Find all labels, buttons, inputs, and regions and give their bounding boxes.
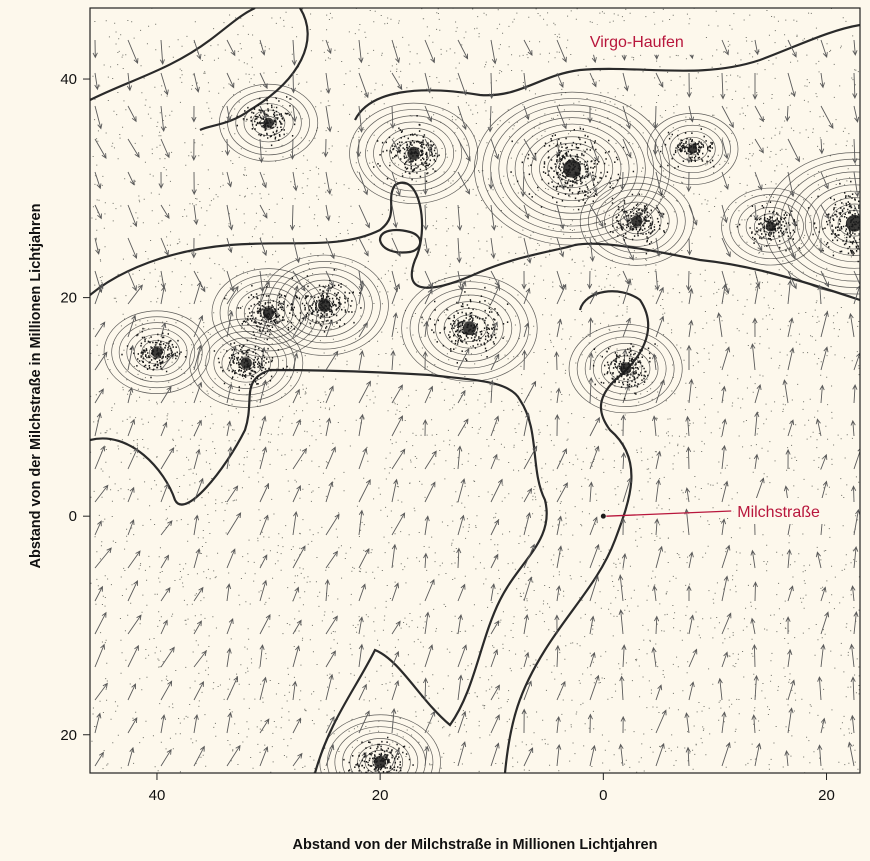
- galaxy-cluster-2: [373, 115, 440, 183]
- galaxy-cluster-5: [224, 284, 308, 341]
- milky-way-label: Milchstraße: [737, 504, 820, 521]
- y-tick-label: 20: [60, 290, 77, 307]
- x-tick-label: 0: [599, 787, 607, 804]
- galaxy-cluster-9: [236, 96, 296, 147]
- milky-way-pointer: [606, 510, 732, 517]
- plot-frame: [89, 7, 861, 774]
- galaxy-cluster-10: [604, 193, 669, 255]
- contour-major-0: [90, 181, 860, 302]
- milky-way-marker: [600, 513, 606, 519]
- galaxy-cluster-12: [659, 128, 715, 169]
- y-tick-label: 0: [69, 508, 77, 525]
- galaxy-cluster-7: [121, 327, 187, 379]
- background-dots: [90, 8, 860, 773]
- contour-major-5: [354, 23, 860, 121]
- x-tick-label: 20: [818, 787, 835, 804]
- galaxy-dots: [90, 8, 860, 773]
- cluster-contours-4: [259, 254, 389, 356]
- virgo-label-bg: [571, 24, 702, 55]
- contour-major-3: [90, 8, 256, 101]
- contour-major-2: [503, 290, 650, 773]
- cluster-contours-9: [219, 83, 319, 162]
- x-axis-title: Abstand von der Milchstraße in Millionen…: [293, 837, 658, 853]
- contour-major-6: [378, 229, 422, 254]
- y-axis-title: Abstand von der Milchstraße in Millionen…: [28, 204, 44, 569]
- galaxy-cluster-6: [213, 334, 288, 392]
- y-tick-label: 40: [60, 71, 77, 88]
- x-tick-label: 40: [149, 787, 166, 804]
- cluster-contours-7: [103, 310, 211, 395]
- galaxy-cluster-8: [592, 343, 656, 400]
- galaxy-cluster-11: [736, 201, 798, 252]
- galaxy-cluster-1: [798, 180, 860, 263]
- galaxy-cluster-3: [421, 286, 509, 364]
- galaxy-clusters: [121, 96, 860, 773]
- galaxy-cluster-0: [510, 127, 635, 211]
- y-tick-label: 20: [60, 727, 77, 744]
- virgo-cluster-label: Virgo-Haufen: [590, 34, 684, 51]
- axis-ticks: 40 20 0 20 40 20 0 20: [60, 71, 835, 804]
- galaxy-cluster-13: [343, 736, 414, 773]
- x-tick-label: 20: [372, 787, 389, 804]
- contour-major-4: [199, 8, 309, 132]
- galaxy-cluster-4: [290, 269, 362, 333]
- cluster-contours-5: [211, 268, 326, 358]
- milky-way-label-bg: [733, 497, 854, 524]
- annotations: Virgo-Haufen Milchstraße: [571, 24, 854, 524]
- plot-area: [90, 8, 860, 773]
